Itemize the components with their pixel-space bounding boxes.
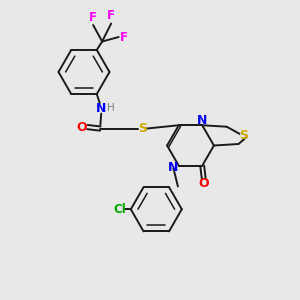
Text: Cl: Cl xyxy=(113,203,126,216)
Text: H: H xyxy=(107,103,115,113)
Text: N: N xyxy=(96,102,106,115)
Text: O: O xyxy=(76,121,87,134)
Text: F: F xyxy=(107,9,115,22)
Text: O: O xyxy=(198,177,209,190)
Text: S: S xyxy=(138,122,147,135)
Text: F: F xyxy=(120,31,128,44)
Text: N: N xyxy=(197,114,207,127)
Text: S: S xyxy=(239,129,248,142)
Text: N: N xyxy=(168,161,178,174)
Text: F: F xyxy=(89,11,97,23)
